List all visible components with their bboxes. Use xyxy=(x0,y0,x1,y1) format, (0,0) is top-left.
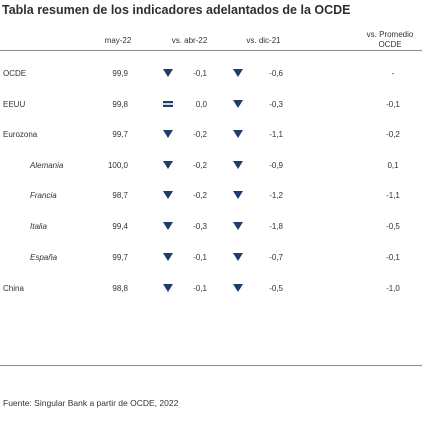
down-arrow-icon xyxy=(232,283,244,293)
level-value: 99,4 xyxy=(112,222,128,231)
down-arrow-icon xyxy=(162,221,174,231)
down-arrow-icon xyxy=(162,160,174,170)
row-label: OCDE xyxy=(3,69,27,78)
col-header-vs-prev: vs. abr-22 xyxy=(171,36,208,45)
vs-dec-value: -1,1 xyxy=(269,130,283,139)
level-value: 100,0 xyxy=(107,161,128,170)
table-row: Italia 99,4 -0,3 -1,8 -0,5 xyxy=(0,219,422,235)
vs-dec-value: -1,8 xyxy=(269,222,283,231)
down-arrow-icon xyxy=(162,129,174,139)
level-value: 99,8 xyxy=(112,100,128,109)
col-header-vs-avg-line2: OCDE xyxy=(378,40,402,49)
down-arrow-icon xyxy=(232,221,244,231)
vs-dec-value: -0,6 xyxy=(269,69,283,78)
row-label: Italia xyxy=(30,222,47,231)
row-label: España xyxy=(30,253,58,262)
vs-prev-value: -0,2 xyxy=(193,191,207,200)
vs-avg-value: - xyxy=(391,69,395,78)
vs-dec-value: -0,7 xyxy=(269,253,283,262)
col-header-vs-avg: vs. Promedio OCDE xyxy=(360,30,420,50)
table-row: España 99,7 -0,1 -0,7 -0,1 xyxy=(0,250,422,266)
vs-avg-value: -0,1 xyxy=(386,100,400,109)
table-title: Tabla resumen de los indicadores adelant… xyxy=(2,3,351,17)
vs-dec-value: -0,9 xyxy=(269,161,283,170)
down-arrow-icon xyxy=(162,283,174,293)
row-label: EEUU xyxy=(3,100,26,109)
header-rule xyxy=(0,50,422,51)
vs-prev-value: -0,2 xyxy=(193,161,207,170)
down-arrow-icon xyxy=(162,190,174,200)
vs-prev-value: -0,1 xyxy=(193,253,207,262)
vs-prev-value: -0,1 xyxy=(193,284,207,293)
down-arrow-icon xyxy=(232,68,244,78)
vs-avg-value: -1,0 xyxy=(386,284,400,293)
level-value: 98,8 xyxy=(112,284,128,293)
vs-prev-value: -0,3 xyxy=(193,222,207,231)
col-header-level: may-22 xyxy=(104,36,132,45)
down-arrow-icon xyxy=(232,99,244,109)
bottom-rule xyxy=(0,365,422,366)
row-label: China xyxy=(3,284,24,293)
row-label: Alemania xyxy=(30,161,64,170)
table-row: China 98,8 -0,1 -0,5 -1,0 xyxy=(0,281,422,297)
table-row: OCDE 99,9 -0,1 -0,6 - xyxy=(0,66,422,82)
down-arrow-icon xyxy=(232,129,244,139)
col-header-vs-dec: vs. dic-21 xyxy=(246,36,281,45)
vs-dec-value: -0,3 xyxy=(269,100,283,109)
vs-dec-value: -1,2 xyxy=(269,191,283,200)
down-arrow-icon xyxy=(162,252,174,262)
table-row: EEUU 99,8 0,0 -0,3 -0,1 xyxy=(0,97,422,113)
vs-avg-value: 0,1 xyxy=(387,161,399,170)
vs-dec-value: -0,5 xyxy=(269,284,283,293)
table-row: Alemania 100,0 -0,2 -0,9 0,1 xyxy=(0,158,422,174)
table-row: Francia 98,7 -0,2 -1,2 -1,1 xyxy=(0,188,422,204)
level-value: 99,7 xyxy=(112,253,128,262)
equal-icon xyxy=(162,99,174,109)
down-arrow-icon xyxy=(232,252,244,262)
vs-prev-value: 0,0 xyxy=(195,100,207,109)
down-arrow-icon xyxy=(162,68,174,78)
vs-avg-value: -0,1 xyxy=(386,253,400,262)
table-row: Eurozona 99,7 -0,2 -1,1 -0,2 xyxy=(0,127,422,143)
row-label: Francia xyxy=(30,191,57,200)
level-value: 98,7 xyxy=(112,191,128,200)
level-value: 99,7 xyxy=(112,130,128,139)
source-note: Fuente: Singular Bank a partir de OCDE, … xyxy=(3,398,179,408)
row-label: Eurozona xyxy=(3,130,38,139)
col-header-vs-avg-line1: vs. Promedio xyxy=(366,30,414,39)
vs-avg-value: -0,5 xyxy=(386,222,400,231)
vs-prev-value: -0,1 xyxy=(193,69,207,78)
vs-avg-value: -0,2 xyxy=(386,130,400,139)
down-arrow-icon xyxy=(232,160,244,170)
vs-avg-value: -1,1 xyxy=(386,191,400,200)
down-arrow-icon xyxy=(232,190,244,200)
vs-prev-value: -0,2 xyxy=(193,130,207,139)
level-value: 99,9 xyxy=(112,69,128,78)
